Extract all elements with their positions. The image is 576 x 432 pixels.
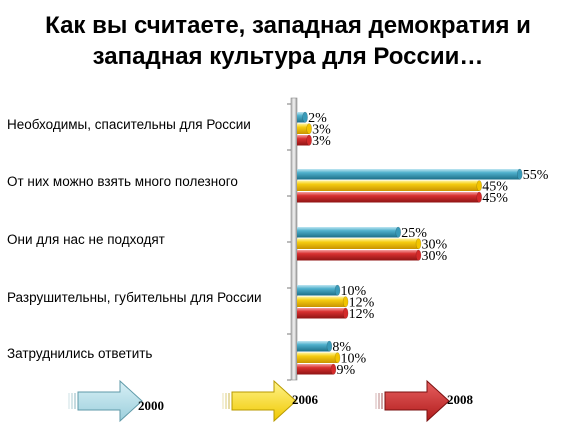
value-label: 30% (422, 249, 448, 264)
bar-2000-4 (297, 340, 333, 352)
value-label: 25% (401, 226, 427, 241)
value-label: 12% (349, 307, 375, 322)
value-label: 3% (312, 134, 331, 149)
bar-2006-0 (297, 123, 312, 135)
chart-axis (287, 97, 298, 381)
bar-2006-1 (297, 180, 482, 192)
value-label: 45% (482, 180, 508, 195)
chart-bars (297, 111, 523, 375)
bar-2008-0 (297, 134, 312, 146)
category-label: Необходимы, спасительны для России (7, 117, 251, 132)
value-label: 3% (312, 123, 331, 138)
category-label: От них можно взять много полезного (7, 174, 238, 189)
value-label: 10% (341, 352, 367, 367)
bar-2000-1 (297, 168, 523, 180)
value-label: 8% (332, 340, 351, 355)
bar-2006-2 (297, 238, 422, 250)
bar-2006-3 (297, 296, 349, 308)
value-label: 12% (349, 296, 375, 311)
bar-2000-2 (297, 226, 401, 238)
legend-label: 2000 (138, 398, 164, 413)
value-labels: 2%55%25%10%8%3%45%30%12%10%3%45%30%12%9% (308, 111, 549, 378)
bar-2000-3 (297, 284, 341, 296)
category-label: Затруднились ответить (7, 346, 152, 361)
legend-arrow (231, 379, 297, 423)
value-label: 9% (336, 363, 355, 378)
legend-label: 2008 (447, 392, 474, 407)
legend-label: 2006 (292, 392, 319, 407)
legend-item-2006: 2006 (222, 379, 319, 423)
bar-2008-4 (297, 363, 337, 375)
chart-title-line-2: западная культура для России… (93, 43, 484, 70)
legend-item-2008: 2008 (375, 379, 474, 423)
value-label: 30% (422, 238, 448, 253)
bar-2008-3 (297, 307, 349, 319)
value-label: 55% (523, 168, 549, 183)
y-axis-bar (290, 97, 298, 381)
chart-title-line-1: Как вы считаете, западная демократия и (45, 12, 531, 39)
value-label: 45% (482, 191, 508, 206)
legend-item-2000: 2000 (68, 379, 164, 423)
legend: 2000 2006 2008 (68, 379, 474, 423)
bar-2000-0 (297, 111, 308, 123)
category-label: Разрушительны, губительны для России (7, 290, 262, 305)
legend-arrow (384, 379, 450, 423)
category-labels: Необходимы, спасительны для России От них… (7, 117, 262, 361)
bar-2008-1 (297, 191, 482, 203)
value-label: 2% (308, 111, 327, 126)
category-label: Они для нас не подходят (7, 232, 165, 247)
bar-2008-2 (297, 249, 422, 261)
legend-arrow (77, 379, 143, 423)
bar-2006-4 (297, 352, 341, 364)
value-label: 10% (341, 284, 367, 299)
